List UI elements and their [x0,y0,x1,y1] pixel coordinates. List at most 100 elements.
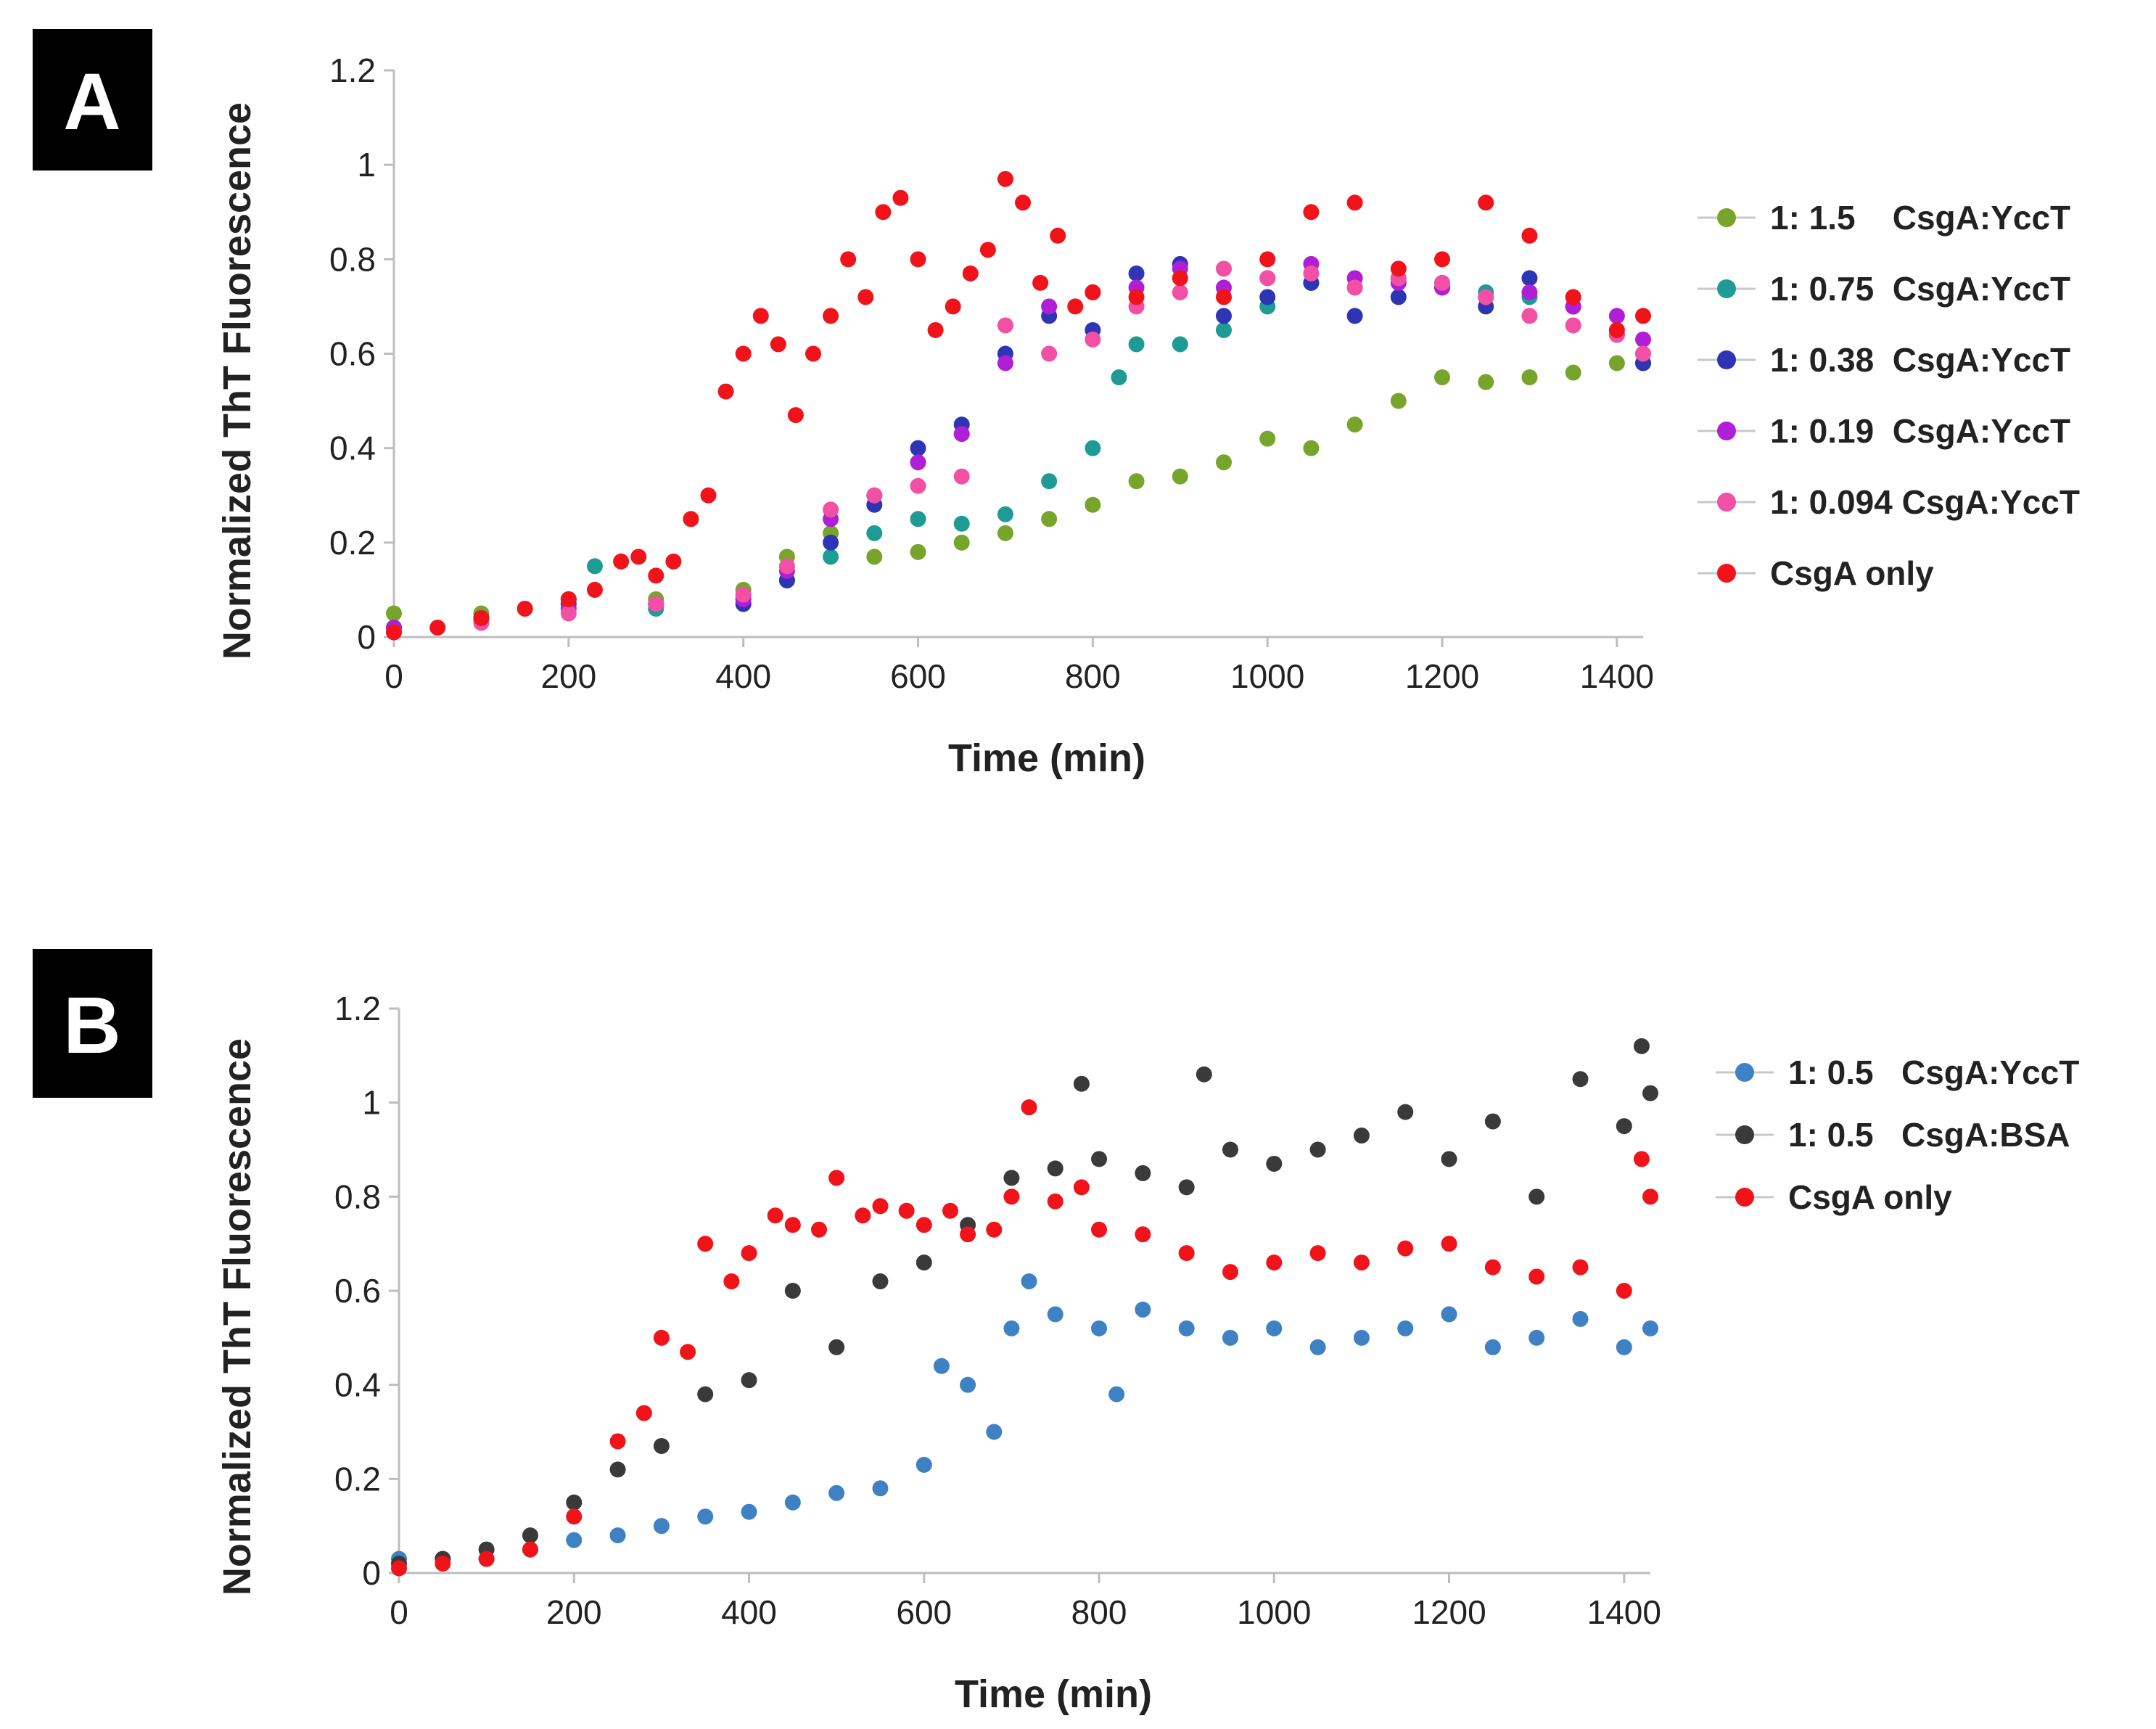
data-point [1572,1259,1589,1276]
data-point [1172,468,1188,485]
data-point [1635,308,1651,324]
data-point [1353,1329,1370,1346]
data-point [1608,355,1625,371]
x-tick-label: 1000 [1237,1593,1311,1631]
data-point [962,265,979,282]
data-point [1353,1254,1370,1271]
data-point [1397,1240,1414,1257]
data-point [875,204,892,221]
data-point [665,553,682,570]
data-point [866,549,883,565]
data-point [784,1283,801,1299]
data-point [1565,317,1581,334]
panel-b-x-axis-label: Time (min) [955,1672,1152,1716]
x-tick-label: 400 [715,657,771,695]
data-point [1003,1320,1020,1336]
data-point [910,454,926,471]
panel-a: A Normalized ThT Fluorescence Time (min)… [33,29,2080,780]
x-tick-label: 0 [384,657,403,695]
data-point [1050,227,1066,244]
data-point [1309,1245,1326,1262]
data-point [1478,289,1494,305]
data-point [522,1527,538,1544]
y-tick-label: 0.2 [334,1460,381,1498]
data-point [1085,496,1101,513]
data-point [1353,1128,1370,1144]
data-point [997,355,1013,371]
data-point [1085,440,1101,456]
panel-a-label-box [33,29,152,171]
data-point [1073,1075,1090,1092]
legend-label: 1: 0.19 CsgA:YccT [1770,412,2070,450]
data-point [560,605,577,622]
data-point [735,586,752,603]
y-tick-label: 1.2 [329,52,376,89]
data-point [648,567,665,584]
data-point [1178,1320,1195,1336]
data-point [1032,274,1049,291]
series-4 [386,260,1651,641]
x-tick-label: 800 [1071,1593,1127,1631]
legend-marker [1717,422,1736,440]
data-point [1397,1104,1414,1120]
x-tick-label: 600 [896,1593,952,1631]
series-0 [391,1273,1658,1567]
data-point [1642,1320,1658,1336]
data-point [960,1376,976,1393]
data-point [1047,1306,1063,1323]
data-point [1259,270,1276,287]
data-point [986,1424,1003,1440]
data-point [1346,308,1363,324]
panel-a-data-points [386,171,1651,641]
data-point [1215,289,1232,305]
data-point [933,1358,950,1374]
data-point [717,383,734,400]
data-point [1441,1151,1457,1167]
legend-marker [1717,279,1736,298]
x-tick-label: 1400 [1580,657,1654,695]
data-point [1528,1329,1545,1346]
x-tick-label: 1400 [1587,1593,1661,1631]
data-point [741,1245,757,1262]
legend-label: 1: 0.094 CsgA:YccT [1770,483,2080,521]
data-point [953,534,970,551]
data-point [630,549,647,565]
data-point [1091,1320,1108,1336]
panel-b-label-box [33,949,152,1098]
data-point [1521,227,1538,244]
legend-marker [1735,1063,1754,1082]
y-tick-label: 0.8 [329,240,376,278]
data-point [517,600,533,617]
x-tick-label: 1200 [1405,657,1479,695]
data-point [697,1386,714,1402]
data-point [828,1484,845,1501]
panel-b-legend: 1: 0.5 CsgA:YccT 1: 0.5 CsgA:BSA CsgA only [1716,1054,2079,1216]
data-point [1196,1066,1212,1083]
x-tick-label: 0 [390,1593,408,1631]
panel-b-x-ticks: 0 200 400 600 800 1000 1200 1400 [390,1573,1661,1631]
panel-b-data-points [391,1038,1658,1577]
data-point [778,558,795,575]
data-point [823,549,839,565]
data-point [767,1207,783,1224]
data-point [700,487,717,504]
data-point [1441,1306,1457,1323]
data-point [892,189,909,206]
data-point [1003,1188,1020,1205]
data-point [997,171,1013,187]
data-point [1434,369,1451,386]
data-point [1041,511,1058,527]
legend-label: CsgA only [1788,1178,1952,1216]
legend-label: CsgA only [1770,554,1934,592]
data-point [1521,270,1538,287]
data-point [1478,194,1494,211]
data-point [648,596,665,612]
data-point [910,543,926,560]
data-point [1616,1339,1632,1355]
data-point [811,1221,828,1238]
data-point [1172,336,1188,353]
y-tick-label: 1 [357,146,376,184]
series-0 [386,345,1651,622]
series-3 [386,255,1651,636]
data-point [653,1437,670,1454]
